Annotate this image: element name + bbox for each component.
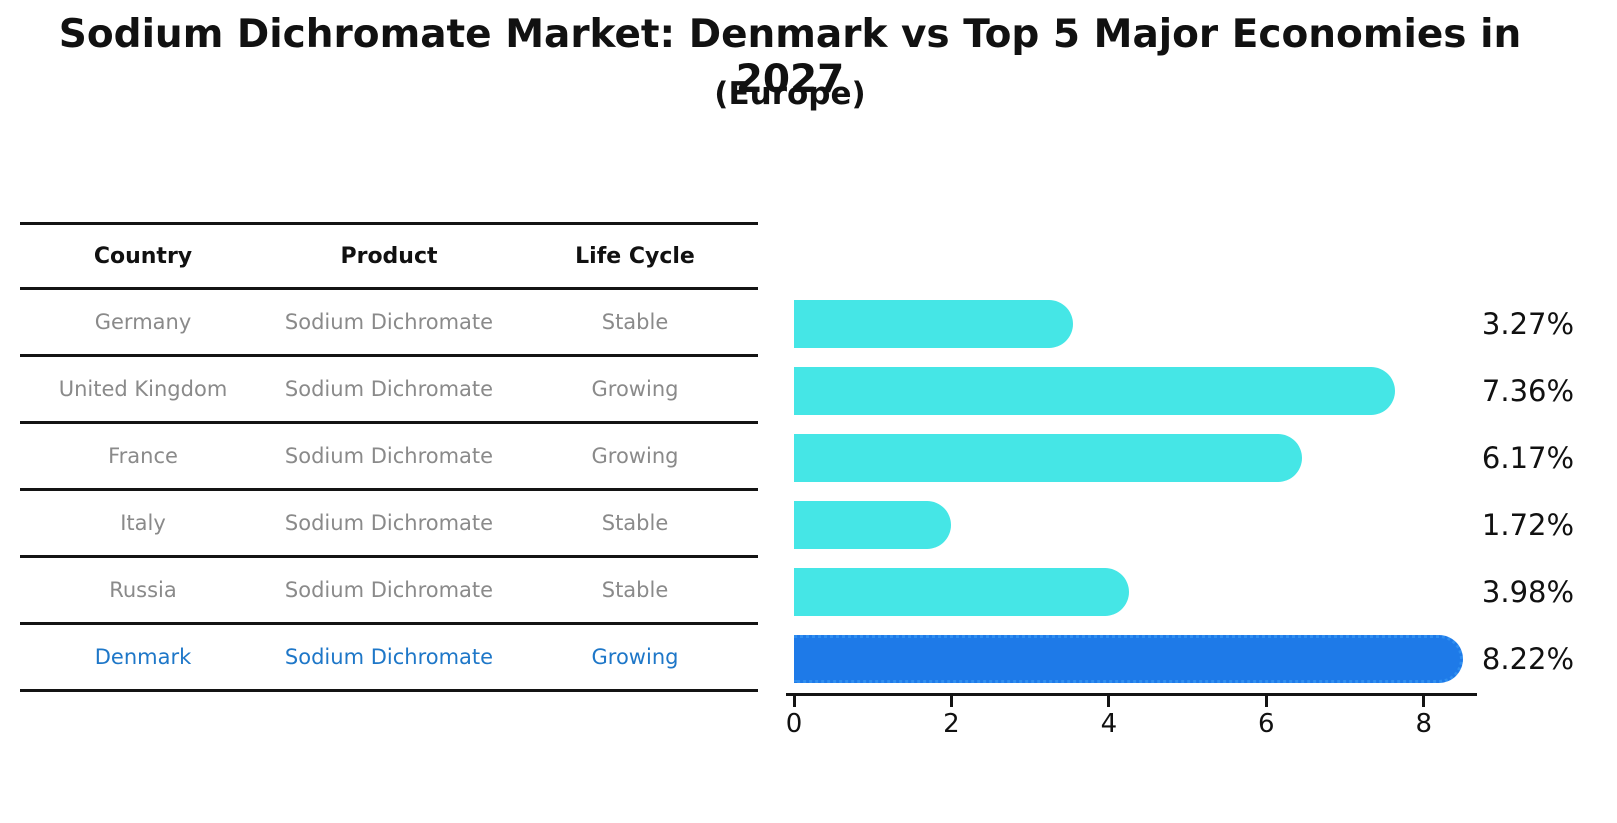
value-labels: 3.27% 7.36% 6.17% 1.72% 3.98% 8.22% (1458, 290, 1598, 692)
country-cell: Germany (94, 310, 192, 334)
table-row-italy: Italy Sodium Dichromate Stable (20, 491, 758, 558)
value-label-russia: 3.98% (1481, 574, 1575, 609)
product-cell: Sodium Dichromate (284, 645, 494, 669)
value-label-italy: 1.72% (1481, 507, 1575, 542)
x-axis-line (786, 693, 1477, 696)
bar-germany (794, 299, 1074, 348)
country-cell: France (108, 444, 178, 468)
product-cell: Sodium Dichromate (284, 444, 494, 468)
x-axis-tick-label: 0 (785, 709, 803, 739)
bar-united-kingdom (794, 366, 1396, 415)
x-axis-tick-label: 2 (943, 709, 960, 739)
column-header-product: Product (340, 243, 438, 269)
x-axis-tick (1107, 696, 1111, 707)
country-cell: Denmark (94, 645, 192, 669)
bar-russia (794, 567, 1130, 616)
column-header-country: Country (93, 243, 193, 269)
value-label-united-kingdom: 7.36% (1481, 373, 1575, 408)
product-cell: Sodium Dichromate (284, 377, 494, 401)
bar-row (794, 558, 1471, 625)
country-cell: United Kingdom (58, 377, 228, 401)
x-axis-tick-label: 6 (1258, 709, 1275, 739)
country-cell: Russia (109, 578, 177, 602)
chart-subtitle: (Europe) (714, 76, 866, 112)
value-label-france: 6.17% (1481, 440, 1575, 475)
product-cell: Sodium Dichromate (284, 310, 494, 334)
x-axis-tick (1422, 696, 1426, 707)
life-cycle-cell: Growing (591, 645, 679, 669)
life-cycle-cell: Stable (601, 578, 669, 602)
table-row-united-kingdom: United Kingdom Sodium Dichromate Growing (20, 357, 758, 424)
life-cycle-cell: Growing (591, 444, 679, 468)
country-cell: Italy (120, 511, 166, 535)
column-header-life-cycle: Life Cycle (575, 243, 695, 269)
bar-row (794, 424, 1471, 491)
table-row-russia: Russia Sodium Dichromate Stable (20, 558, 758, 625)
bar-denmark (794, 634, 1464, 683)
x-axis-tick-label: 8 (1415, 709, 1433, 739)
life-cycle-cell: Stable (601, 511, 669, 535)
product-cell: Sodium Dichromate (284, 578, 494, 602)
x-axis-tick (792, 696, 796, 707)
table-row-france: France Sodium Dichromate Growing (20, 424, 758, 491)
value-label-denmark: 8.22% (1481, 641, 1575, 676)
table-header-row: Country Product Life Cycle (20, 222, 758, 290)
table-row-denmark: Denmark Sodium Dichromate Growing (20, 625, 758, 692)
value-label-germany: 3.27% (1481, 306, 1575, 341)
x-axis-tick (1264, 696, 1268, 707)
x-axis-tick-label: 4 (1100, 709, 1118, 739)
bar-row (794, 357, 1471, 424)
country-table: Country Product Life Cycle Germany Sodiu… (20, 222, 758, 692)
x-axis-tick (949, 696, 953, 707)
bar-france (794, 433, 1302, 482)
table-row-germany: Germany Sodium Dichromate Stable (20, 290, 758, 357)
chart-title: Sodium Dichromate Market: Denmark vs Top… (58, 12, 1522, 102)
product-cell: Sodium Dichromate (284, 511, 494, 535)
bar-row (794, 491, 1471, 558)
life-cycle-cell: Growing (591, 377, 679, 401)
life-cycle-cell: Stable (601, 310, 669, 334)
bar-italy (794, 500, 952, 549)
bar-chart-area (794, 290, 1471, 692)
bar-row (794, 625, 1471, 692)
bar-row (794, 290, 1471, 357)
